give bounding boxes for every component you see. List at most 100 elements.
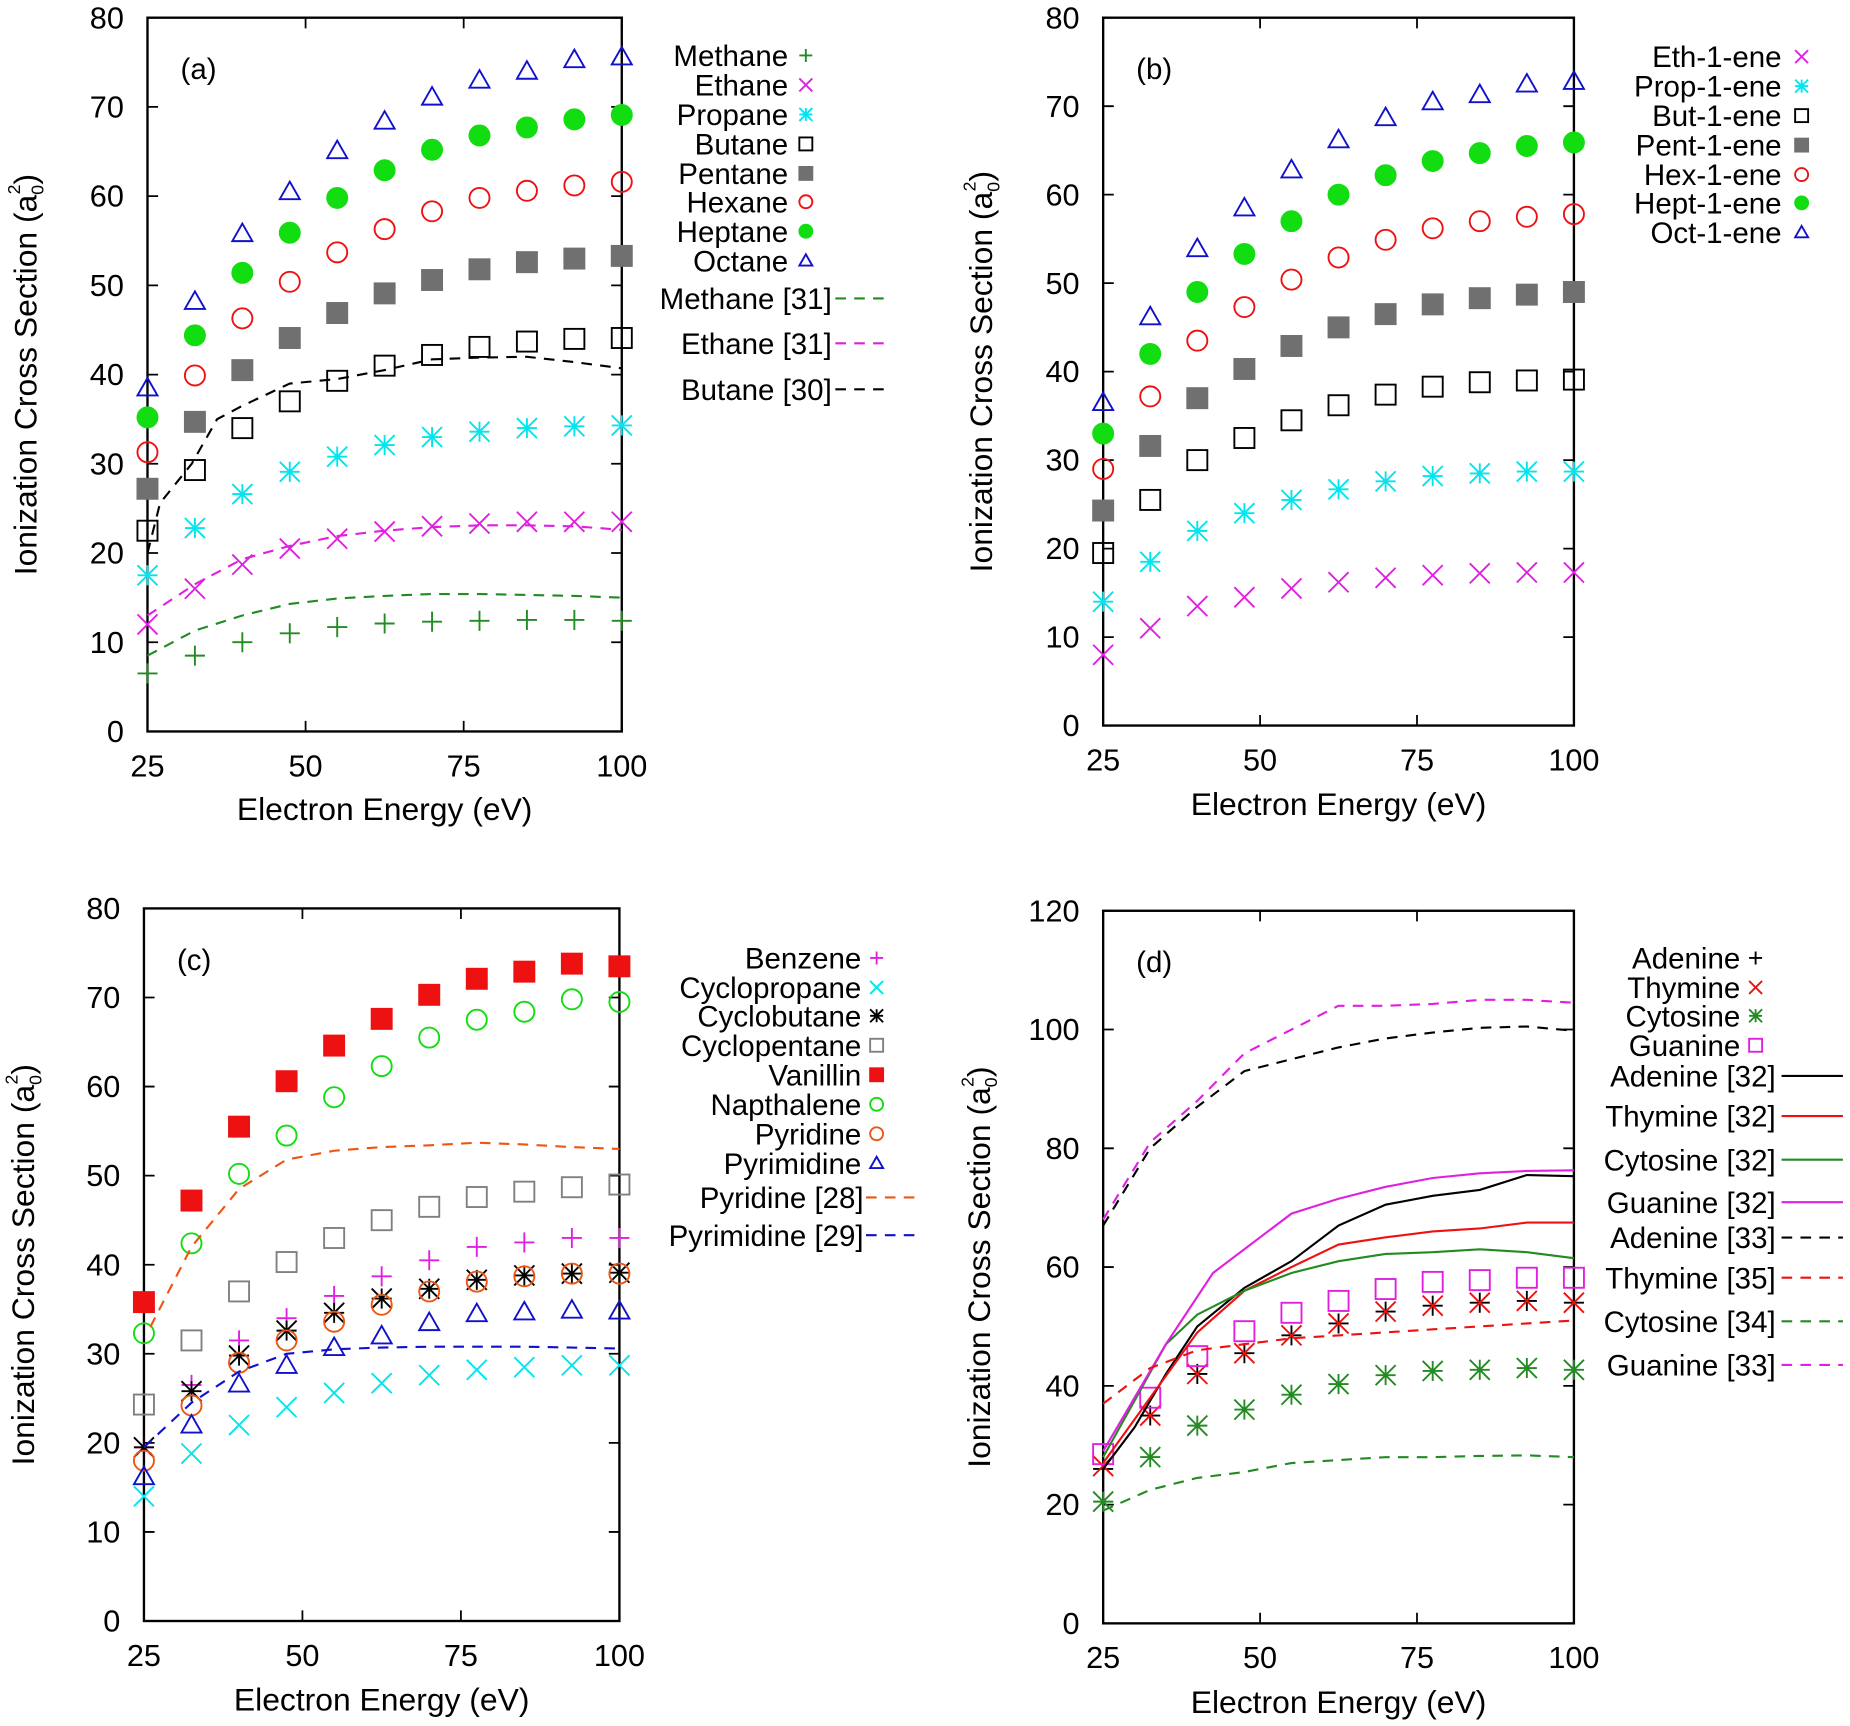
circle-marker — [608, 990, 631, 1013]
circle-marker — [1468, 210, 1491, 233]
cross-marker — [1563, 1292, 1585, 1314]
filled-circle-marker — [563, 108, 586, 131]
square-marker — [1139, 1386, 1162, 1409]
star-marker — [1469, 462, 1491, 485]
filled-circle-marker — [610, 103, 633, 126]
square-marker — [1421, 375, 1444, 398]
x-tick-label: 100 — [594, 1639, 645, 1673]
series-cyclopentane: Cyclopentane — [132, 1030, 885, 1416]
filled-circle-marker — [231, 261, 254, 284]
filled-square-marker — [468, 258, 491, 281]
cross-marker — [466, 1359, 488, 1381]
filled-circle-marker — [1327, 183, 1350, 206]
series-line — [146, 592, 622, 657]
triangle-marker — [1091, 390, 1115, 412]
panel-label: (b) — [1136, 53, 1172, 86]
cross-marker — [1233, 586, 1256, 608]
star-marker — [516, 417, 538, 439]
triangle-marker — [465, 1301, 489, 1323]
y-tick-label: 40 — [1045, 355, 1079, 389]
x-tick-label: 100 — [1548, 1641, 1599, 1675]
star-marker — [1186, 520, 1209, 542]
legend-entry-label: Cytosine — [1626, 1000, 1741, 1033]
filled-square-marker — [370, 1007, 393, 1030]
star-marker — [563, 415, 586, 438]
y-tick-label: 0 — [1062, 1607, 1079, 1641]
series-guanine: Guanine — [1092, 1030, 1764, 1466]
cross-marker — [180, 1442, 203, 1465]
star-marker — [1516, 460, 1538, 483]
triangle-marker — [417, 1310, 441, 1332]
legend-entry-label: Cytosine [32] — [1604, 1144, 1776, 1177]
y-tick-label: 20 — [86, 1426, 120, 1460]
series-but-1-ene: But-1-ene — [1092, 100, 1810, 564]
square-marker — [370, 1209, 393, 1232]
square-marker — [1748, 1037, 1764, 1053]
series-methane: Methane — [137, 40, 813, 684]
circle-marker — [1374, 228, 1397, 251]
y-tick-label: 30 — [1045, 444, 1079, 478]
legend-entry-label: Pyrimidine — [724, 1148, 862, 1181]
triangle-marker — [179, 1413, 204, 1434]
star-marker — [1374, 470, 1397, 493]
legend-entry-label: Methane — [673, 40, 788, 73]
series-pyrimidine-29: Pyrimidine [29] — [143, 1220, 918, 1449]
cross-marker — [1280, 577, 1303, 600]
star-marker — [1186, 1414, 1209, 1437]
y-tick-label: 50 — [86, 1159, 120, 1193]
filled-square-marker — [1468, 287, 1491, 310]
cross-marker — [1327, 1312, 1350, 1335]
y-axis-label-superscript: 2 — [2, 1075, 22, 1085]
series-ethane-31: Ethane [31] — [146, 328, 888, 617]
legend-entry-label: Pyrimidine [29] — [669, 1220, 864, 1253]
filled-circle-marker — [373, 159, 396, 182]
x-tick-label: 50 — [285, 1639, 319, 1673]
y-tick-label: 50 — [1045, 267, 1079, 301]
filled-square-marker — [1139, 434, 1162, 457]
filled-square-marker — [183, 410, 206, 433]
star-marker — [1794, 78, 1809, 94]
series-cyclopropane: Cyclopropane — [133, 972, 884, 1507]
y-tick-label: 30 — [90, 447, 124, 481]
circle-marker — [275, 1124, 298, 1147]
square-marker — [1515, 369, 1538, 392]
y-axis-label-text: Ionization Cross Section (a — [5, 1085, 41, 1466]
circle-marker — [468, 186, 491, 209]
filled-circle-marker — [1794, 195, 1810, 211]
plus-marker — [374, 613, 395, 634]
series-hept-1-ene: Hept-1-ene — [1092, 131, 1810, 445]
filled-circle-marker — [1186, 281, 1209, 303]
cross-marker — [184, 578, 206, 600]
triangle-marker — [1562, 69, 1586, 90]
circle-marker — [513, 1000, 536, 1023]
filled-square-marker — [560, 952, 583, 975]
plus-marker — [564, 609, 585, 630]
series-butane: Butane — [136, 129, 814, 542]
cross-marker — [279, 537, 301, 560]
legend-entry-label: Butane — [695, 129, 788, 162]
square-marker — [1468, 1269, 1491, 1292]
square-marker — [1374, 1278, 1397, 1301]
square-marker — [180, 1329, 203, 1352]
filled-circle-marker — [798, 223, 814, 239]
filled-circle-marker — [421, 138, 444, 161]
plus-marker — [870, 951, 884, 965]
filled-circle-marker — [515, 116, 538, 139]
triangle-marker — [515, 59, 539, 80]
cross-marker — [1139, 617, 1161, 639]
y-tick-label: 40 — [86, 1248, 120, 1282]
star-marker — [1421, 1360, 1444, 1382]
series-line — [1102, 1454, 1574, 1512]
triangle-marker — [370, 1324, 394, 1345]
plus-marker — [279, 623, 300, 644]
circle-marker — [515, 179, 538, 202]
y-tick-label: 60 — [1045, 178, 1079, 212]
star-marker — [418, 1278, 440, 1300]
series-napthalene: Napthalene — [132, 988, 885, 1345]
cross-marker — [1280, 1324, 1303, 1347]
cross-marker — [1233, 1342, 1256, 1364]
filled-square-marker — [1421, 293, 1444, 316]
square-marker — [608, 1173, 631, 1196]
